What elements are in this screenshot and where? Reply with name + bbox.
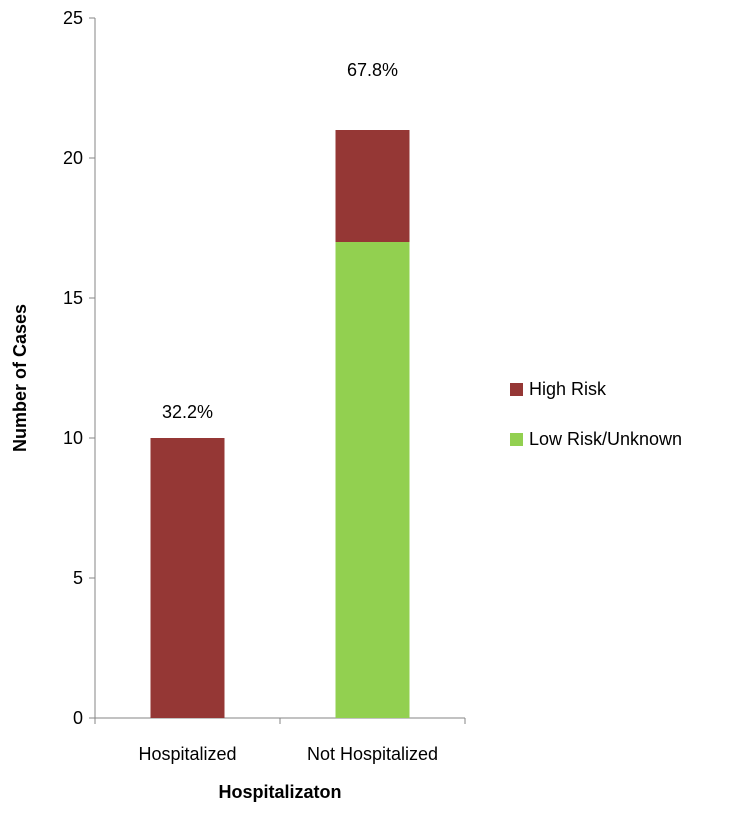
legend-label: High Risk <box>529 379 607 399</box>
data-label: 32.2% <box>162 402 213 422</box>
y-tick-label: 5 <box>73 568 83 588</box>
data-labels: 32.2% 67.8% <box>162 60 398 422</box>
y-tick-label: 25 <box>63 8 83 28</box>
category-labels: Hospitalized Not Hospitalized <box>138 744 438 764</box>
y-tick-label: 15 <box>63 288 83 308</box>
bar-segment <box>335 130 410 242</box>
bar-segment <box>150 438 225 718</box>
y-tick-label: 0 <box>73 708 83 728</box>
legend-swatch <box>510 383 523 396</box>
legend: High Risk Low Risk/Unknown <box>510 379 682 449</box>
y-tick-label: 20 <box>63 148 83 168</box>
y-axis-title: Number of Cases <box>10 304 30 452</box>
x-axis-title: Hospitalizaton <box>218 782 341 802</box>
bar-segment <box>335 242 410 718</box>
bars <box>150 130 410 718</box>
legend-label: Low Risk/Unknown <box>529 429 682 449</box>
legend-swatch <box>510 433 523 446</box>
x-ticks <box>94 718 466 724</box>
category-label: Hospitalized <box>138 744 236 764</box>
category-label: Not Hospitalized <box>307 744 438 764</box>
data-label: 67.8% <box>347 60 398 80</box>
y-ticks: 0 5 10 15 20 25 <box>63 8 95 728</box>
y-tick-label: 10 <box>63 428 83 448</box>
